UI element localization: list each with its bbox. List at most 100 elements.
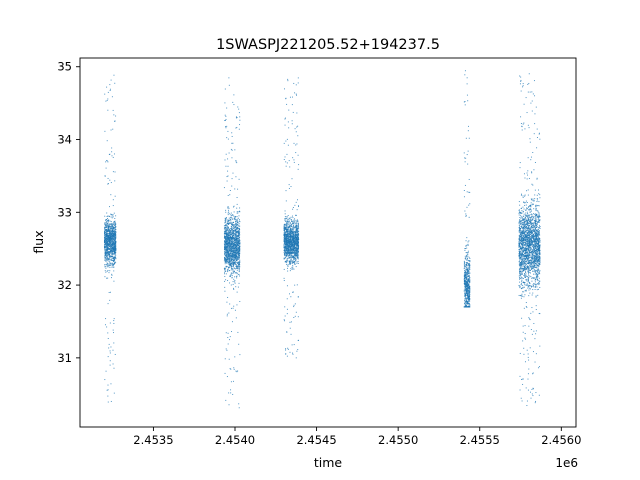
data-point — [533, 230, 535, 232]
data-point — [466, 253, 468, 255]
data-point — [532, 254, 534, 256]
data-point — [292, 208, 294, 210]
data-point — [110, 182, 112, 184]
data-point — [106, 140, 108, 142]
data-point — [109, 238, 110, 240]
data-point — [226, 235, 228, 237]
data-point — [237, 370, 239, 372]
data-point — [296, 242, 298, 244]
data-point — [225, 270, 227, 272]
data-point — [224, 254, 226, 256]
data-point — [111, 223, 113, 225]
data-point — [114, 250, 116, 252]
data-point — [230, 233, 232, 235]
data-point — [230, 226, 232, 228]
data-point — [227, 209, 229, 211]
data-point — [531, 224, 533, 226]
data-point — [296, 228, 298, 230]
data-point — [112, 232, 114, 234]
data-point — [289, 227, 291, 229]
data-point — [293, 235, 295, 237]
data-point — [523, 281, 525, 283]
data-point — [283, 225, 285, 227]
data-point — [105, 250, 107, 252]
data-point — [237, 231, 239, 233]
data-point — [228, 241, 230, 243]
data-point — [295, 252, 297, 254]
data-point — [293, 239, 295, 241]
data-point — [463, 267, 465, 269]
data-point — [535, 210, 537, 212]
data-point — [112, 225, 114, 227]
data-point — [285, 161, 287, 163]
data-point — [229, 235, 231, 237]
data-point — [108, 264, 110, 266]
data-point — [104, 226, 106, 228]
data-point — [107, 229, 109, 231]
data-point — [292, 244, 294, 246]
data-point — [104, 324, 106, 326]
data-point — [297, 77, 299, 79]
data-point — [111, 256, 113, 258]
data-point — [290, 227, 292, 229]
data-point — [289, 263, 291, 265]
data-point — [229, 368, 231, 370]
data-point — [109, 238, 111, 240]
data-point — [112, 248, 114, 250]
data-point — [297, 230, 299, 232]
data-point — [289, 240, 291, 242]
data-point — [293, 344, 295, 346]
data-point — [107, 177, 109, 179]
data-point — [294, 315, 296, 317]
data-point — [232, 268, 234, 270]
data-point — [235, 264, 237, 266]
data-point — [466, 281, 468, 283]
data-point — [233, 256, 235, 258]
data-point — [539, 240, 541, 242]
data-point — [465, 287, 467, 289]
data-point — [224, 257, 226, 259]
data-point — [286, 239, 288, 241]
data-point — [518, 261, 520, 263]
data-point — [290, 296, 292, 298]
data-point — [225, 115, 227, 117]
data-point — [233, 255, 235, 257]
data-point — [105, 247, 107, 249]
data-point — [284, 118, 286, 120]
data-point — [465, 282, 467, 284]
data-point — [283, 240, 285, 242]
data-point — [297, 229, 299, 231]
data-point — [294, 254, 296, 256]
data-point — [111, 226, 113, 228]
data-point — [108, 241, 110, 243]
data-point — [286, 138, 288, 140]
data-point — [232, 249, 234, 251]
data-point — [292, 256, 294, 258]
data-point — [106, 226, 108, 228]
data-point — [238, 407, 240, 409]
data-point — [232, 263, 234, 265]
data-point — [107, 91, 109, 93]
data-point — [289, 253, 291, 255]
data-point — [533, 282, 535, 284]
data-point — [289, 321, 291, 323]
data-point — [230, 248, 232, 250]
data-point — [287, 253, 289, 255]
data-point — [464, 304, 466, 306]
data-point — [291, 96, 293, 98]
data-point — [237, 263, 239, 265]
data-point — [292, 260, 294, 262]
data-point — [226, 248, 227, 250]
data-point — [292, 260, 294, 262]
data-point — [112, 263, 114, 265]
data-point — [104, 246, 106, 248]
data-point — [288, 232, 290, 234]
data-point — [285, 348, 287, 350]
data-point — [114, 237, 116, 239]
data-point — [110, 221, 112, 223]
data-point — [523, 208, 525, 210]
data-point — [239, 253, 241, 255]
data-point — [236, 273, 238, 275]
data-point — [112, 239, 114, 241]
data-point — [107, 332, 109, 334]
